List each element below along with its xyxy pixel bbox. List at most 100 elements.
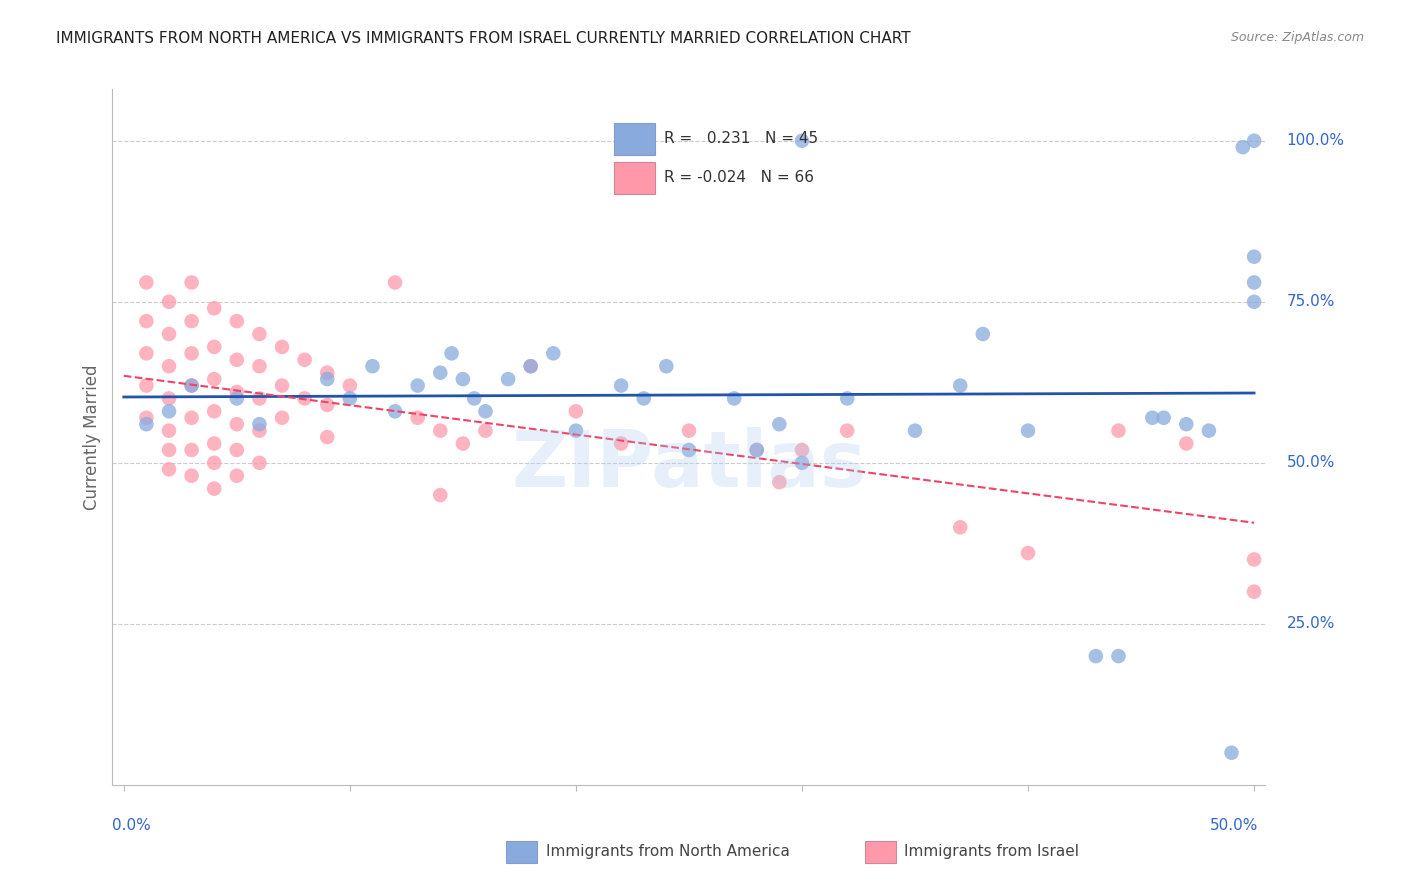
Point (904, 424, 927, 438)
Point (745, 442, 768, 457)
Point (202, 482, 225, 496)
Point (1243, 294, 1265, 309)
Point (339, 378, 361, 392)
Y-axis label: Currently Married: Currently Married (83, 364, 101, 510)
Point (180, 378, 202, 392)
Point (157, 462, 180, 476)
Point (271, 340, 294, 354)
Point (249, 392, 271, 406)
Text: Immigrants from North America: Immigrants from North America (546, 845, 789, 859)
Point (451, 436, 474, 450)
Text: 0.0%: 0.0% (112, 818, 152, 832)
Text: ZIPatlas: ZIPatlas (512, 427, 866, 503)
Point (565, 424, 588, 438)
Point (678, 442, 700, 457)
Point (180, 346, 202, 360)
Text: 50.0%: 50.0% (1286, 455, 1334, 470)
Text: R =   0.231   N = 45: R = 0.231 N = 45 (664, 131, 818, 146)
Point (949, 378, 972, 392)
Point (1142, 410, 1164, 425)
Point (157, 404, 180, 418)
Point (790, 134, 813, 148)
Point (768, 417, 790, 432)
Point (837, 392, 859, 406)
Point (225, 314, 247, 328)
Point (157, 442, 180, 457)
Point (202, 372, 225, 386)
Point (157, 424, 180, 438)
Text: 75.0%: 75.0% (1286, 294, 1334, 310)
Point (633, 392, 655, 406)
Point (1232, 140, 1254, 154)
Point (157, 392, 180, 406)
Point (519, 359, 541, 374)
Point (1243, 552, 1265, 566)
Point (294, 352, 316, 367)
Point (1107, 649, 1129, 664)
Point (790, 442, 813, 457)
Point (1243, 134, 1265, 148)
Point (316, 366, 339, 380)
Point (157, 359, 180, 374)
Point (543, 346, 565, 360)
Point (225, 352, 247, 367)
Text: 25.0%: 25.0% (1286, 616, 1334, 632)
Point (768, 475, 790, 490)
Point (1175, 436, 1198, 450)
Point (1017, 424, 1039, 438)
Point (1017, 546, 1039, 560)
Point (316, 372, 339, 386)
Point (135, 417, 157, 432)
Point (1084, 649, 1107, 664)
Point (180, 442, 202, 457)
Point (271, 410, 294, 425)
Text: IMMIGRANTS FROM NORTH AMERICA VS IMMIGRANTS FROM ISRAEL CURRENTLY MARRIED CORREL: IMMIGRANTS FROM NORTH AMERICA VS IMMIGRA… (56, 31, 911, 46)
Point (1175, 417, 1198, 432)
Point (1243, 276, 1265, 290)
Point (655, 359, 678, 374)
Bar (614, 162, 655, 194)
Point (406, 410, 429, 425)
Point (429, 424, 451, 438)
Point (1243, 250, 1265, 264)
Point (440, 346, 463, 360)
Text: 100.0%: 100.0% (1286, 133, 1344, 148)
Point (249, 424, 271, 438)
Point (249, 359, 271, 374)
Point (316, 430, 339, 444)
Point (225, 417, 247, 432)
Point (135, 314, 157, 328)
Point (249, 417, 271, 432)
Point (1198, 424, 1220, 438)
Point (790, 456, 813, 470)
Point (972, 326, 994, 341)
Point (225, 468, 247, 483)
Point (610, 378, 633, 392)
Point (225, 442, 247, 457)
Point (745, 442, 768, 457)
Point (678, 424, 700, 438)
Point (225, 384, 247, 399)
Point (202, 456, 225, 470)
Point (180, 378, 202, 392)
Point (180, 276, 202, 290)
Point (157, 294, 180, 309)
Point (1153, 410, 1175, 425)
Point (463, 392, 485, 406)
Point (225, 392, 247, 406)
Point (1220, 746, 1243, 760)
Point (406, 378, 429, 392)
Point (339, 392, 361, 406)
Point (135, 276, 157, 290)
Point (316, 398, 339, 412)
Text: 50.0%: 50.0% (1211, 818, 1258, 832)
Point (249, 456, 271, 470)
Point (180, 410, 202, 425)
Point (135, 378, 157, 392)
Point (723, 392, 745, 406)
Point (949, 520, 972, 534)
Point (837, 424, 859, 438)
Point (384, 276, 406, 290)
Point (180, 314, 202, 328)
Point (474, 404, 496, 418)
